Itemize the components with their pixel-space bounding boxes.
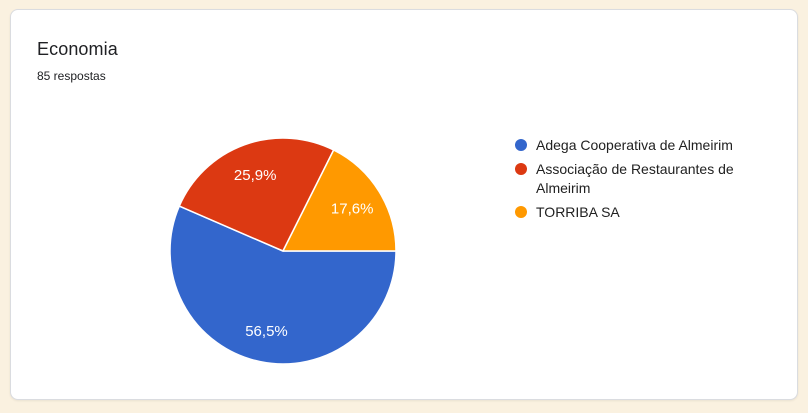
legend-item-1: Associação de Restaurantes de Almeirim xyxy=(515,160,751,198)
pie-slice-percent-label-0: 56,5% xyxy=(245,323,288,340)
pie-slice-2[interactable] xyxy=(282,149,397,252)
pie-chart: 56,5% 25,9% 17,6% xyxy=(169,137,397,365)
question-title: Economia xyxy=(37,39,118,59)
pie-slice-percent-label-2: 17,6% xyxy=(331,201,374,218)
response-summary-card: Economia 85 respostas 56,5% 25,9% 17,6% Ad… xyxy=(10,9,798,400)
response-count: 85 respostas xyxy=(37,69,106,83)
pie-slice-1[interactable] xyxy=(178,137,335,252)
legend-swatch-icon xyxy=(515,139,527,151)
legend-swatch-icon xyxy=(515,206,527,218)
legend-item-0: Adega Cooperativa de Almeirim xyxy=(515,136,751,155)
legend-label: TORRIBA SA xyxy=(536,204,620,220)
legend-label: Adega Cooperativa de Almeirim xyxy=(536,137,733,153)
legend-item-2: TORRIBA SA xyxy=(515,203,751,222)
chart-legend: Adega Cooperativa de Almeirim Associação … xyxy=(515,136,751,227)
pie-slice-percent-label-1: 25,9% xyxy=(234,167,277,184)
legend-swatch-icon xyxy=(515,163,527,175)
pie-slice-0[interactable] xyxy=(169,205,397,365)
legend-label: Associação de Restaurantes de Almeirim xyxy=(536,161,734,196)
